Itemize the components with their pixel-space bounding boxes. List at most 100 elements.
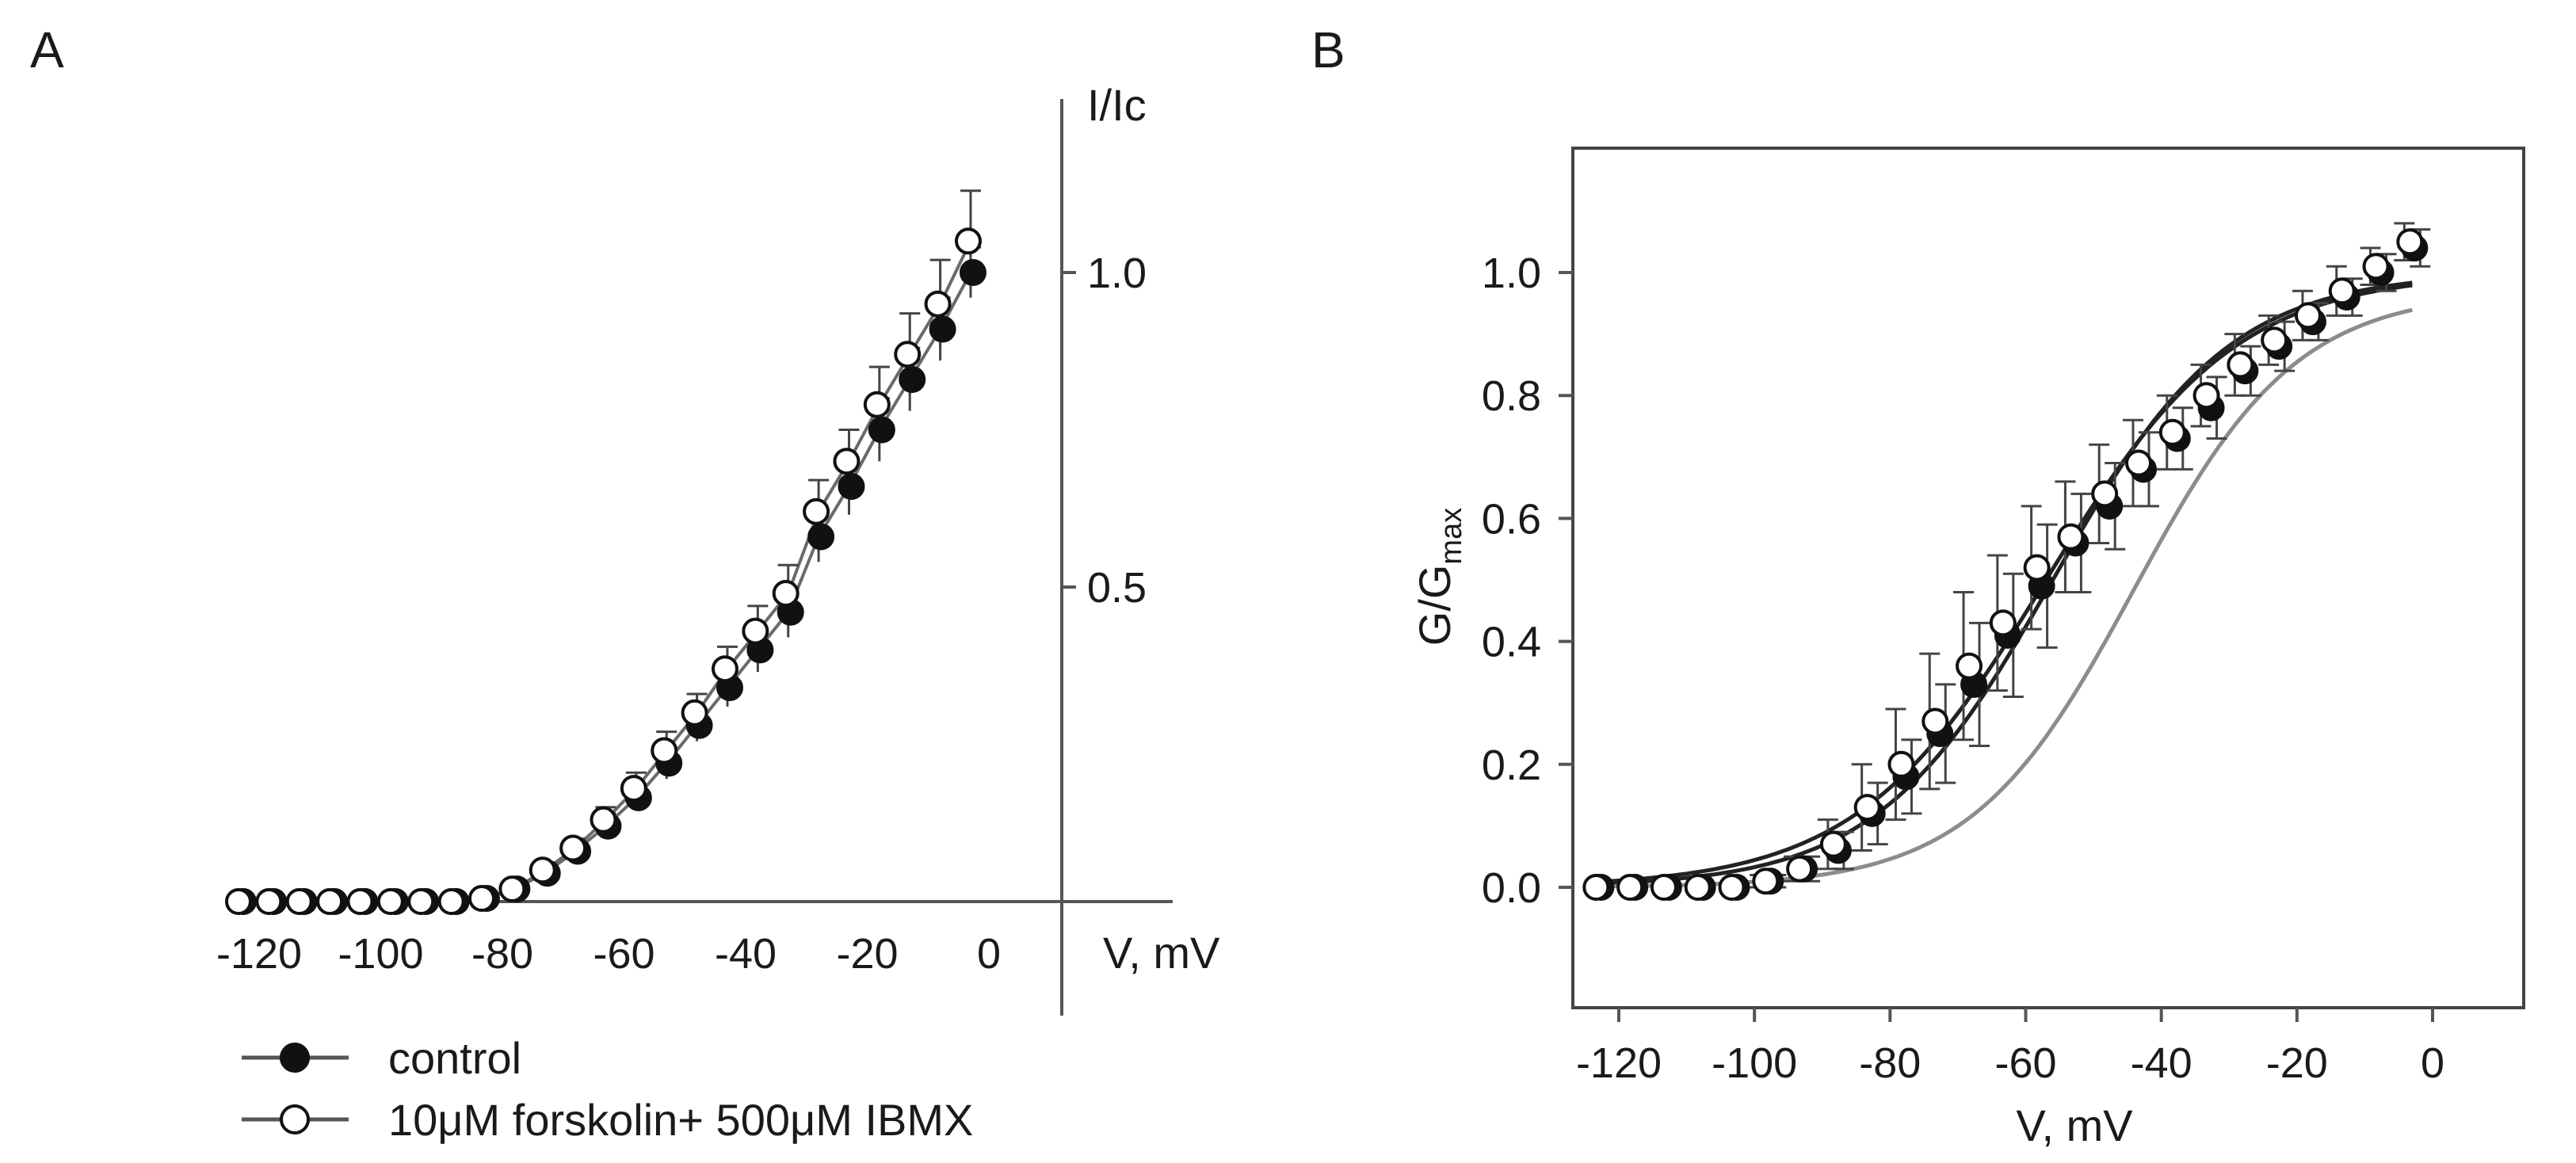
panel-b-x-tick-label: -80 [1859, 1039, 1921, 1087]
panel-a-x-tick-label: 0 [977, 930, 1001, 978]
panel-b-treatment-point [2023, 554, 2051, 582]
legend-control-label: control [388, 1033, 521, 1083]
panel-a: A I/Ic V, mV -120 -100 -80 -60 -40 -20 0 0.5 1.… [30, 21, 1220, 1016]
panel-a-treatment-point [590, 806, 617, 833]
panel-a-error-bars [534, 189, 981, 880]
panel-b-treatment-point [2261, 326, 2288, 354]
panel-a-control-point [868, 416, 895, 444]
legend-treatment-marker [280, 1104, 310, 1134]
panel-b-treatment-point [1616, 874, 1644, 901]
legend-treatment-label: 10μM forskolin+ 500μM IBMX [388, 1095, 973, 1145]
panel-b-y-tick-label: 0.8 [1482, 372, 1541, 420]
panel-a-x-ticks: -120 -100 -80 -60 -40 -20 0 [216, 930, 1001, 978]
panel-b-y-tick-label: 0.0 [1482, 864, 1541, 912]
panel-b-y-ticks: 0.0 0.2 0.4 0.6 0.8 1.0 [1482, 250, 1573, 912]
panel-a-treatment-point [437, 888, 465, 915]
panel-b-treatment-point [2158, 418, 2186, 446]
panel-a-treatment-point [894, 341, 922, 368]
panel-b-treatment-point [2328, 277, 2356, 305]
panel-b-treatment-point [1887, 750, 1915, 778]
panel-a-control-point [807, 523, 835, 551]
panel-b-points [1582, 228, 2429, 901]
panel-b: B G/Gmax V, mV -120 -100 -80 -60 -40 -20 0 0.0… [1311, 21, 2525, 1150]
panel-b-x-tick-label: -20 [2266, 1039, 2328, 1087]
panel-b-treatment-point [2091, 480, 2119, 508]
panel-a-points [224, 227, 987, 915]
panel-a-x-label: V, mV [1103, 928, 1220, 978]
panel-b-treatment-point [2227, 351, 2254, 379]
panel-b-treatment-point [1819, 830, 1847, 858]
panel-a-y-tick-label: 1.0 [1087, 250, 1147, 297]
panel-b-y-tick-label: 0.2 [1482, 742, 1541, 789]
panel-a-treatment-point [316, 888, 344, 915]
panel-a-treatment-point [711, 655, 738, 683]
panel-a-treatment-point [498, 875, 526, 903]
panel-a-treatment-point [346, 888, 374, 915]
panel-a-treatment-point [742, 617, 769, 645]
panel-a-y-tick-label: 0.5 [1087, 564, 1147, 612]
panel-a-treatment-point [559, 834, 587, 862]
panel-b-treatment-point [2362, 253, 2390, 280]
panel-b-treatment-point [1650, 874, 1677, 901]
panel-a-treatment-point [407, 888, 435, 915]
panel-a-control-point [959, 259, 987, 286]
panel-b-x-tick-label: -120 [1576, 1039, 1662, 1087]
panel-b-y-label: G/Gmax [1410, 508, 1468, 646]
panel-a-control-point [838, 472, 865, 500]
panel-b-treatment-point [2124, 449, 2152, 477]
panel-b-treatment-point [2192, 382, 2220, 410]
panel-b-y-tick-label: 0.6 [1482, 495, 1541, 543]
panel-a-series-line-treatment [241, 240, 972, 903]
panel-a-label: A [30, 21, 64, 78]
panel-a-treatment-point [620, 775, 647, 803]
panel-a-treatment-point [954, 227, 982, 255]
panel-a-treatment-point [224, 888, 252, 915]
panel-b-x-tick-label: -100 [1712, 1039, 1797, 1087]
panel-a-treatment-point [467, 885, 495, 913]
panel-a-treatment-point [833, 448, 861, 475]
panel-a-treatment-point [681, 699, 708, 726]
panel-b-y-tick-label: 0.4 [1482, 619, 1541, 666]
panel-b-treatment-point [1922, 707, 1949, 735]
panel-a-treatment-point [651, 737, 678, 765]
panel-b-label: B [1311, 21, 1345, 78]
panel-a-x-tick-label: -100 [338, 930, 423, 978]
panel-b-treatment-point [2396, 228, 2424, 256]
panel-a-treatment-point [863, 391, 891, 418]
panel-b-x-ticks: -120 -100 -80 -60 -40 -20 0 [1576, 1008, 2444, 1087]
panel-a-treatment-point [376, 888, 404, 915]
panel-a-treatment-point [772, 579, 800, 607]
panel-b-x-tick-label: -60 [1994, 1039, 2056, 1087]
panel-a-x-tick-label: -20 [836, 930, 898, 978]
panel-a-treatment-point [803, 498, 830, 525]
panel-a-x-tick-label: -60 [593, 930, 654, 978]
panel-a-control-point [899, 365, 926, 393]
panel-b-treatment-point [1582, 874, 1610, 901]
panel-b-treatment-point [1853, 794, 1881, 822]
panel-b-y-tick-label: 1.0 [1482, 250, 1541, 297]
panel-b-treatment-point [1956, 652, 1983, 680]
panel-a-treatment-point [255, 888, 283, 915]
panel-a-y-label: I/Ic [1087, 80, 1147, 130]
panel-b-y-label-main: G/G [1410, 565, 1460, 646]
panel-b-treatment-point [2057, 523, 2085, 551]
panel-a-x-tick-label: -120 [216, 930, 302, 978]
panel-b-treatment-point [2294, 302, 2322, 330]
panel-b-x-tick-label: 0 [2421, 1039, 2444, 1087]
panel-a-x-tick-label: -40 [715, 930, 777, 978]
panel-b-y-label-sub: max [1435, 508, 1468, 565]
panel-b-treatment-point [1989, 609, 2017, 637]
panel-b-treatment-point [1718, 874, 1746, 901]
panel-b-treatment-point [1684, 874, 1712, 901]
panel-a-x-tick-label: -80 [471, 930, 533, 978]
panel-b-frame [1571, 147, 2525, 1009]
panel-a-y-ticks: 0.5 1.0 [1062, 250, 1147, 612]
panel-a-treatment-point [529, 856, 556, 884]
panel-b-treatment-point [1786, 855, 1814, 883]
panel-b-error-bars [1750, 222, 2431, 889]
legend: control 10μM forskolin+ 500μM IBMX [242, 1033, 973, 1145]
panel-a-treatment-point [924, 290, 952, 318]
panel-b-x-tick-label: -40 [2131, 1039, 2192, 1087]
panel-a-treatment-point [285, 888, 313, 915]
